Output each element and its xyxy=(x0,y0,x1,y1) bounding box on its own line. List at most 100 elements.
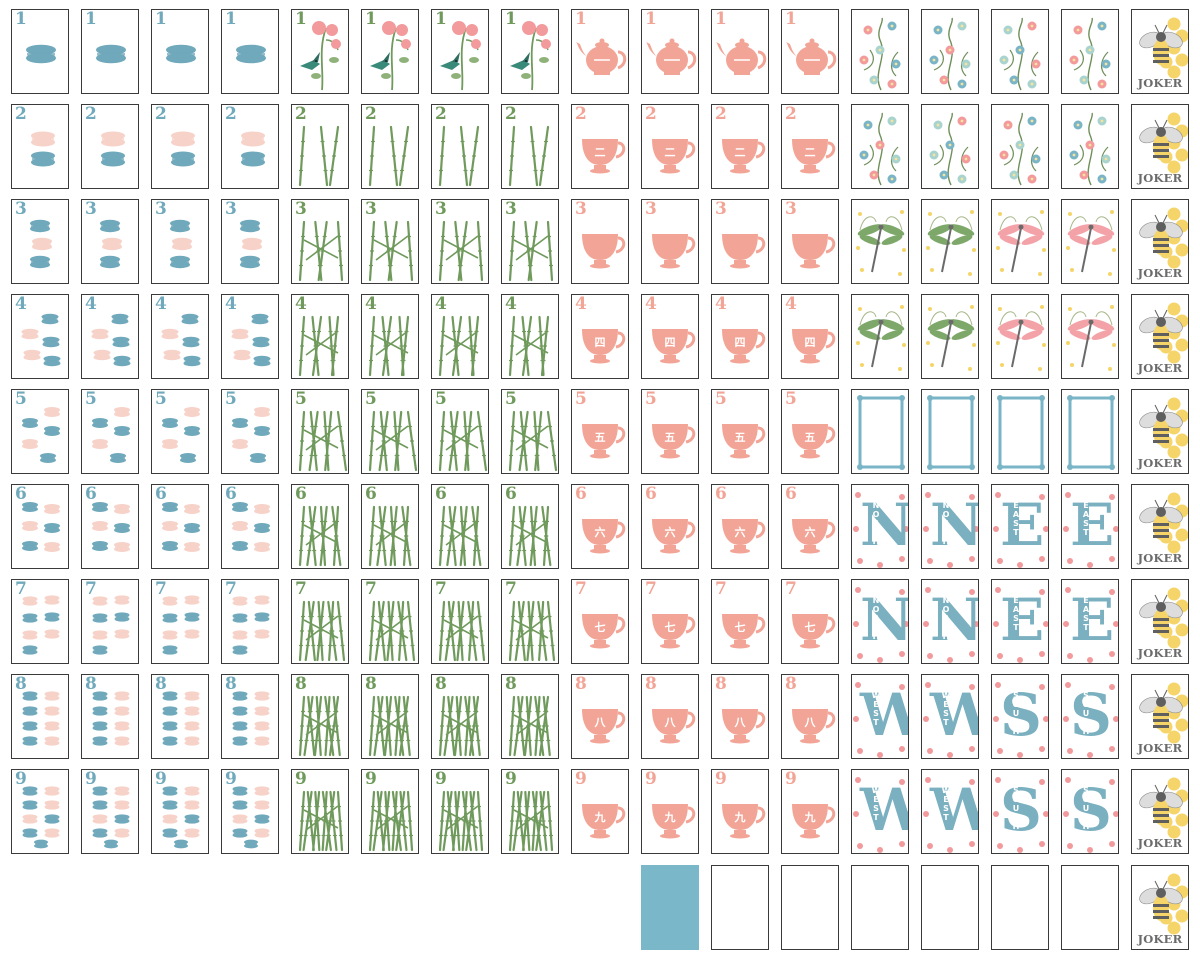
bamboo-tile-1[interactable]: 1 xyxy=(501,9,559,94)
circles-tile-7[interactable]: 7 xyxy=(11,579,69,664)
wind-tile[interactable]: WWEST xyxy=(851,674,909,759)
circles-tile-9[interactable]: 9 xyxy=(221,769,279,854)
flower-tile[interactable] xyxy=(921,9,979,94)
bamboo-tile-3[interactable]: 3 xyxy=(361,199,419,284)
characters-tile-3[interactable]: 3 xyxy=(711,199,769,284)
blank-tile[interactable] xyxy=(851,865,909,950)
flower-tile[interactable] xyxy=(991,9,1049,94)
circles-tile-5[interactable]: 5 xyxy=(151,389,209,474)
bamboo-tile-6[interactable]: 6 xyxy=(501,484,559,569)
bamboo-tile-3[interactable]: 3 xyxy=(501,199,559,284)
dragonfly-tile[interactable] xyxy=(1061,199,1119,284)
flower-tile[interactable] xyxy=(851,104,909,189)
dragon-frame-tile[interactable] xyxy=(1061,389,1119,474)
bamboo-tile-9[interactable]: 9 xyxy=(291,769,349,854)
bamboo-tile-4[interactable]: 4 xyxy=(431,294,489,379)
bamboo-tile-7[interactable]: 7 xyxy=(501,579,559,664)
flower-tile[interactable] xyxy=(851,9,909,94)
joker-tile[interactable]: JOKER xyxy=(1131,389,1189,474)
joker-tile[interactable]: JOKER xyxy=(1131,294,1189,379)
characters-tile-1[interactable]: 1 xyxy=(711,9,769,94)
circles-tile-5[interactable]: 5 xyxy=(221,389,279,474)
joker-tile[interactable]: JOKER xyxy=(1131,199,1189,284)
blank-tile[interactable] xyxy=(781,865,839,950)
bamboo-tile-7[interactable]: 7 xyxy=(361,579,419,664)
circles-tile-8[interactable]: 8 xyxy=(11,674,69,759)
circles-tile-1[interactable]: 1 xyxy=(81,9,139,94)
wind-tile[interactable]: N NORTH xyxy=(851,579,909,664)
wind-tile[interactable]: E EAST xyxy=(991,484,1049,569)
blue-blank-tile[interactable] xyxy=(641,865,699,950)
bamboo-tile-5[interactable]: 5 xyxy=(291,389,349,474)
circles-tile-5[interactable]: 5 xyxy=(81,389,139,474)
wind-tile[interactable]: S SOUTH xyxy=(991,674,1049,759)
bamboo-tile-5[interactable]: 5 xyxy=(361,389,419,474)
circles-tile-3[interactable]: 3 xyxy=(151,199,209,284)
wind-tile[interactable]: S SOUTH xyxy=(991,769,1049,854)
circles-tile-6[interactable]: 6 xyxy=(81,484,139,569)
circles-tile-9[interactable]: 9 xyxy=(151,769,209,854)
circles-tile-8[interactable]: 8 xyxy=(81,674,139,759)
circles-tile-8[interactable]: 8 xyxy=(221,674,279,759)
blank-tile[interactable] xyxy=(711,865,769,950)
wind-tile[interactable]: N NORTH xyxy=(921,484,979,569)
circles-tile-1[interactable]: 1 xyxy=(221,9,279,94)
wind-tile[interactable]: S SOUTH xyxy=(1061,769,1119,854)
circles-tile-4[interactable]: 4 xyxy=(221,294,279,379)
joker-tile[interactable]: JOKER xyxy=(1131,674,1189,759)
bamboo-tile-2[interactable]: 2 xyxy=(431,104,489,189)
flower-tile[interactable] xyxy=(921,104,979,189)
bamboo-tile-4[interactable]: 4 xyxy=(291,294,349,379)
wind-tile[interactable]: WWEST xyxy=(921,769,979,854)
blank-tile[interactable] xyxy=(921,865,979,950)
characters-tile-1[interactable]: 1 xyxy=(571,9,629,94)
joker-tile[interactable]: JOKER xyxy=(1131,769,1189,854)
circles-tile-3[interactable]: 3 xyxy=(221,199,279,284)
dragonfly-tile[interactable] xyxy=(991,294,1049,379)
circles-tile-4[interactable]: 4 xyxy=(151,294,209,379)
characters-tile-3[interactable]: 3 xyxy=(781,199,839,284)
bamboo-tile-8[interactable]: 8 xyxy=(431,674,489,759)
circles-tile-2[interactable]: 2 xyxy=(221,104,279,189)
dragon-frame-tile[interactable] xyxy=(851,389,909,474)
bamboo-tile-9[interactable]: 9 xyxy=(431,769,489,854)
flower-tile[interactable] xyxy=(991,104,1049,189)
wind-tile[interactable]: N NORTH xyxy=(921,579,979,664)
dragon-frame-tile[interactable] xyxy=(991,389,1049,474)
characters-tile-3[interactable]: 3 xyxy=(571,199,629,284)
blank-tile[interactable] xyxy=(991,865,1049,950)
circles-tile-9[interactable]: 9 xyxy=(81,769,139,854)
circles-tile-5[interactable]: 5 xyxy=(11,389,69,474)
dragonfly-tile[interactable] xyxy=(921,294,979,379)
circles-tile-2[interactable]: 2 xyxy=(11,104,69,189)
characters-tile-1[interactable]: 1 xyxy=(781,9,839,94)
bamboo-tile-7[interactable]: 7 xyxy=(291,579,349,664)
circles-tile-6[interactable]: 6 xyxy=(221,484,279,569)
wind-tile[interactable]: S SOUTH xyxy=(1061,674,1119,759)
circles-tile-9[interactable]: 9 xyxy=(11,769,69,854)
bamboo-tile-9[interactable]: 9 xyxy=(361,769,419,854)
bamboo-tile-5[interactable]: 5 xyxy=(501,389,559,474)
circles-tile-1[interactable]: 1 xyxy=(11,9,69,94)
circles-tile-7[interactable]: 7 xyxy=(81,579,139,664)
bamboo-tile-7[interactable]: 7 xyxy=(431,579,489,664)
characters-tile-1[interactable]: 1 xyxy=(641,9,699,94)
joker-tile[interactable]: JOKER xyxy=(1131,865,1189,950)
wind-tile[interactable]: E EAST xyxy=(1061,484,1119,569)
